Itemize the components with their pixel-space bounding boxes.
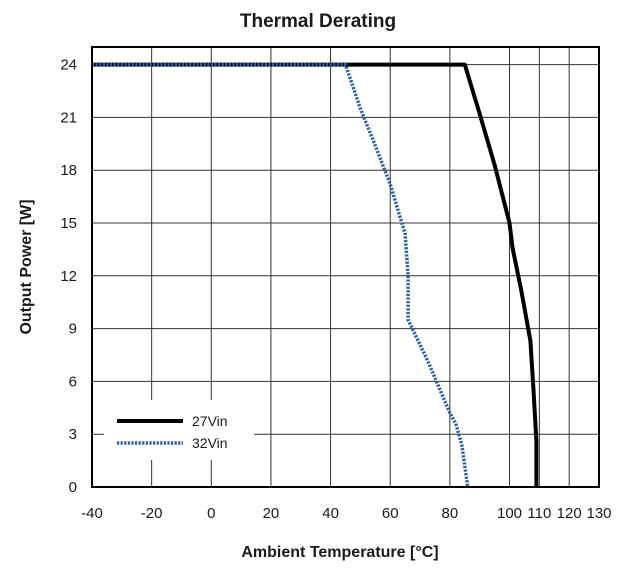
- legend-box: [104, 400, 254, 460]
- legend-label-27Vin: 27Vin: [192, 413, 228, 429]
- y-tick-label: 24: [60, 57, 77, 74]
- x-tick-label: 130: [586, 505, 611, 522]
- x-tick-label: 80: [442, 505, 459, 522]
- x-tick-label: 60: [382, 505, 399, 522]
- y-tick-label: 15: [60, 215, 77, 232]
- x-tick-label: -40: [81, 505, 103, 522]
- chart-title: Thermal Derating: [240, 11, 396, 32]
- x-tick-label: 0: [207, 505, 215, 522]
- series-line-32Vin: [92, 62, 470, 488]
- y-axis-label: Output Power [W]: [18, 199, 35, 334]
- x-tick-label: 20: [263, 505, 280, 522]
- y-tick-label: 21: [60, 109, 77, 126]
- x-tick-label: 120: [557, 505, 582, 522]
- legend: 27Vin 32Vin: [104, 400, 254, 460]
- x-tick-label: 110: [527, 505, 551, 522]
- plot-frame: [91, 46, 600, 488]
- x-tick-label: 40: [322, 505, 339, 522]
- series-group: [92, 62, 539, 488]
- x-tick-labels: -40 -20 0 20 40 60 80 100 110 120 130: [81, 505, 611, 522]
- y-tick-label: 0: [69, 479, 77, 496]
- y-tick-label: 18: [60, 162, 77, 179]
- x-axis-label: Ambient Temperature [°C]: [241, 544, 438, 561]
- legend-label-32Vin: 32Vin: [192, 435, 228, 451]
- y-tick-label: 3: [69, 426, 77, 443]
- y-tick-label: 9: [69, 321, 77, 338]
- x-tick-label: 100: [497, 505, 522, 522]
- y-tick-labels: 0 3 6 9 12 15 18 21 24: [60, 57, 77, 496]
- y-tick-label: 6: [69, 373, 77, 390]
- y-tick-label: 12: [60, 268, 77, 285]
- series-line-27Vin: [92, 62, 539, 487]
- x-tick-label: -20: [141, 505, 163, 522]
